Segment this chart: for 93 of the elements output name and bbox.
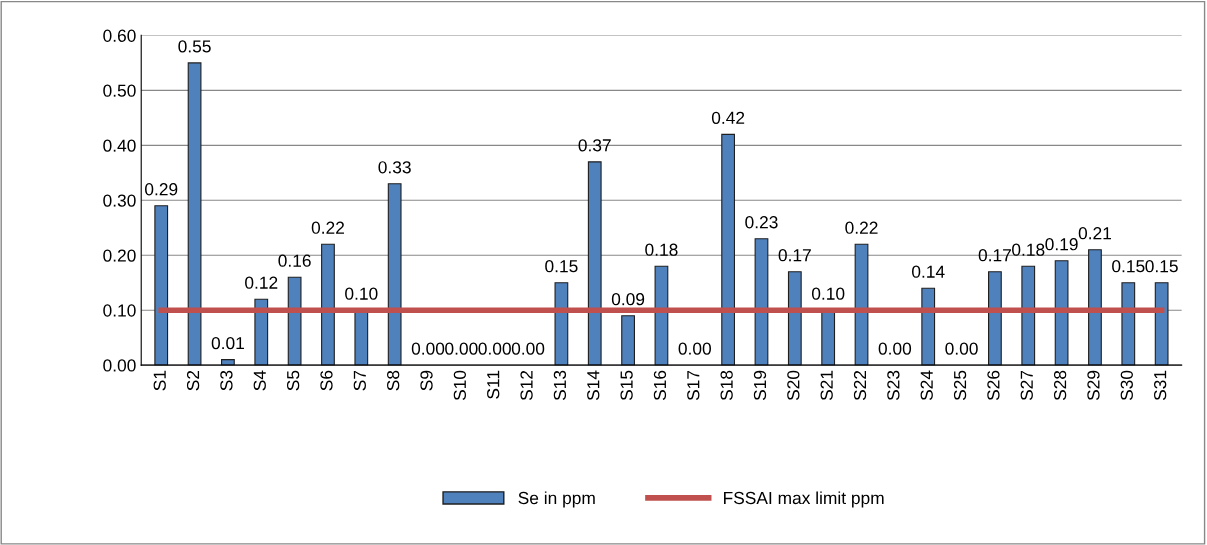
x-tick-label: S15 (620, 370, 633, 401)
x-tick-label: S27 (1020, 370, 1033, 401)
x-tick-label: S6 (320, 370, 333, 391)
data-label: 0.55 (178, 40, 211, 53)
bar (154, 205, 169, 366)
y-tick-label: 0.50 (103, 84, 136, 97)
data-label: 0.37 (578, 139, 611, 152)
data-label: 0.33 (378, 161, 411, 174)
bar (587, 161, 602, 366)
x-tick-label: S21 (820, 370, 833, 401)
data-label: 0.22 (311, 221, 344, 234)
x-tick-label: S25 (953, 370, 967, 401)
data-label: 0.14 (912, 265, 945, 278)
x-tick-label: S28 (1053, 370, 1067, 401)
x-tick-label: S8 (387, 370, 400, 391)
bar (554, 282, 569, 366)
y-tick-label: 0.40 (103, 139, 136, 152)
y-tick-label: 0.20 (103, 249, 136, 262)
data-label: 0.00 (411, 342, 445, 355)
data-label: 0.19 (1045, 238, 1078, 251)
x-tick-label: S17 (687, 370, 700, 401)
bar (721, 133, 736, 366)
x-tick-label: S19 (753, 370, 767, 401)
data-label: 0.00 (678, 342, 711, 355)
x-tick-label: S4 (253, 370, 266, 391)
data-label: 0.00 (478, 342, 511, 355)
data-label: 0.09 (611, 293, 645, 306)
data-label: 0.10 (811, 287, 845, 300)
x-tick-label: S12 (520, 370, 533, 401)
data-label: 0.17 (978, 249, 1011, 262)
data-label: 0.15 (1145, 260, 1178, 273)
data-label: 0.42 (711, 111, 745, 124)
bar (1054, 260, 1069, 366)
bar (621, 315, 635, 366)
bar (988, 271, 1002, 366)
x-tick-label: S20 (787, 370, 800, 401)
data-label: 0.10 (345, 287, 378, 300)
x-tick-label: S31 (1154, 370, 1167, 401)
data-label: 0.22 (845, 221, 878, 234)
data-label: 0.00 (878, 342, 912, 355)
x-tick-label: S1 (153, 370, 166, 391)
y-tick-label: 0.00 (103, 359, 136, 372)
x-tick-label: S23 (887, 370, 900, 401)
x-tick-label: S3 (220, 370, 233, 391)
bar (387, 183, 402, 366)
bar (1088, 249, 1102, 366)
x-tick-label: S9 (420, 370, 433, 391)
x-tick-label: S29 (1087, 370, 1100, 401)
data-label: 0.18 (645, 243, 678, 256)
bar (254, 298, 269, 366)
bar (854, 243, 869, 366)
bar (787, 271, 802, 366)
y-tick-label: 0.30 (103, 194, 136, 207)
data-label: 0.01 (211, 336, 244, 350)
x-tick-label: S13 (553, 370, 567, 401)
x-tick-label: S26 (987, 370, 1000, 401)
x-tick-label: S18 (720, 370, 733, 401)
x-tick-label: S10 (453, 370, 467, 401)
data-label: 0.16 (278, 254, 311, 267)
bar (1121, 282, 1136, 366)
x-tick-label: S5 (286, 370, 300, 391)
x-tick-label: S24 (920, 370, 933, 401)
data-label: 0.00 (445, 342, 478, 355)
bar (1021, 265, 1036, 366)
data-label: 0.23 (745, 216, 778, 229)
x-tick-label: S16 (653, 370, 667, 401)
data-label: 0.15 (1112, 260, 1145, 273)
data-label: 0.12 (245, 276, 278, 289)
bar (754, 238, 769, 366)
data-label: 0.00 (511, 342, 545, 355)
bar (321, 243, 335, 366)
legend-label: FSSAI max limit ppm (724, 491, 884, 508)
x-tick-label: S30 (1120, 370, 1133, 401)
data-label: 0.18 (1012, 243, 1045, 256)
x-tick-label: S7 (353, 370, 366, 391)
data-label: 0.17 (778, 249, 811, 262)
bar (187, 62, 202, 366)
bar (1154, 282, 1169, 366)
bar (921, 287, 936, 366)
x-tick-label: S14 (587, 370, 600, 401)
data-label: 0.15 (545, 260, 578, 273)
bar (287, 276, 302, 366)
bar (221, 359, 235, 366)
legend-label: Se in ppm (518, 491, 595, 508)
y-tick-label: 0.10 (103, 304, 136, 317)
x-tick-label: S22 (853, 370, 867, 401)
y-tick-label: 0.60 (103, 29, 136, 42)
bar (654, 265, 669, 366)
data-label: 0.21 (1078, 227, 1111, 240)
x-tick-label: S11 (487, 370, 500, 399)
data-label: 0.00 (945, 342, 978, 355)
data-label: 0.29 (145, 183, 178, 196)
x-tick-label: S2 (186, 370, 200, 391)
